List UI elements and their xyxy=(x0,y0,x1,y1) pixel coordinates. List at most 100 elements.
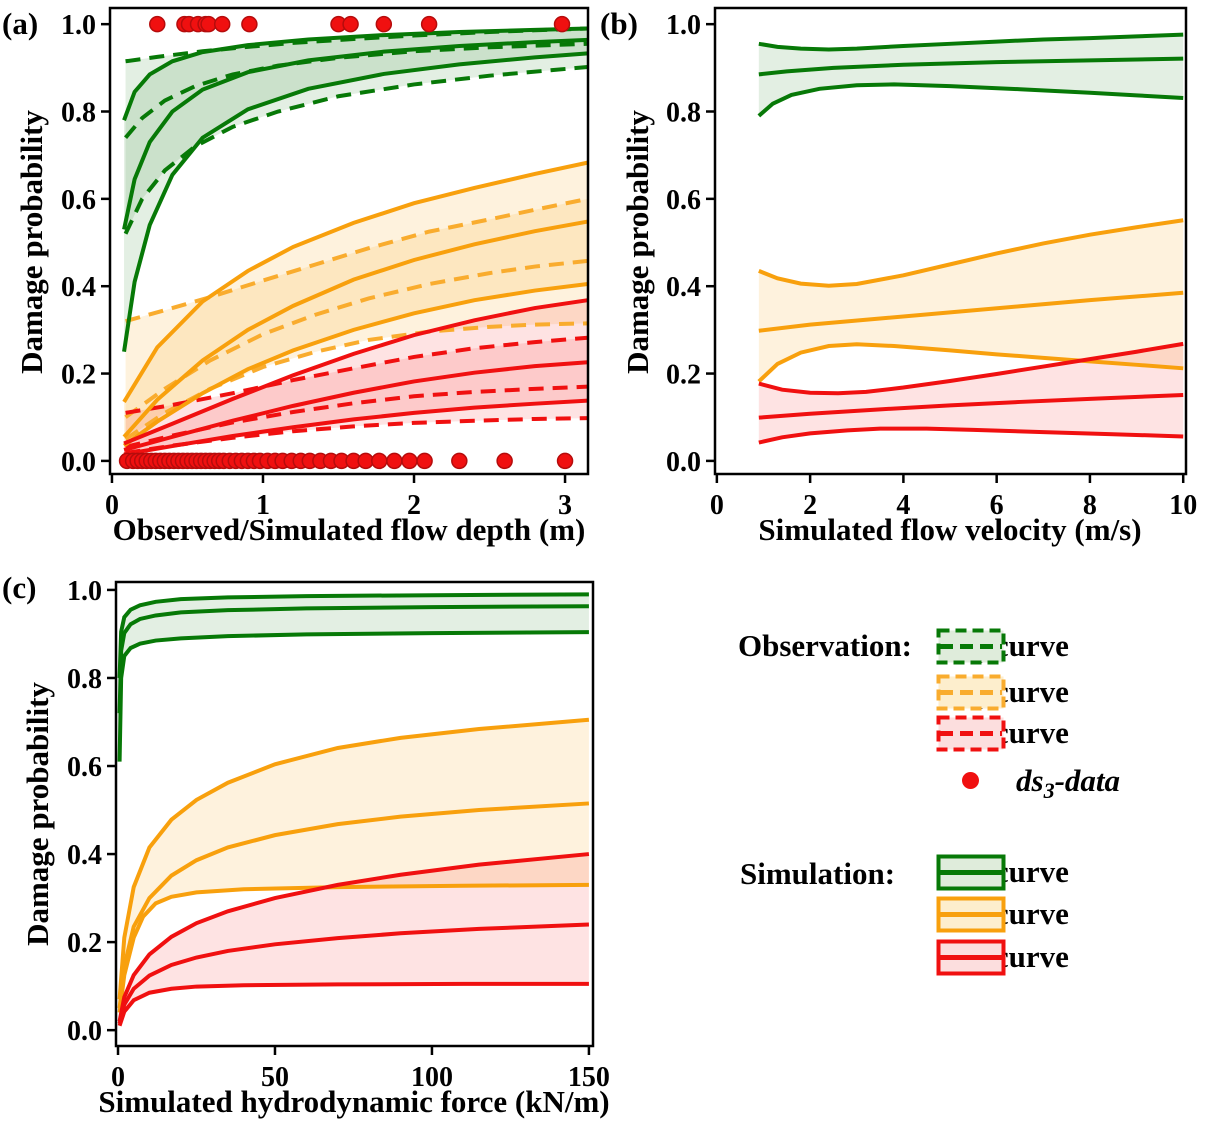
curve-c-orange-lower xyxy=(117,882,589,1013)
legend-observation-title: Observation: xyxy=(738,628,912,663)
legend-item-observation-ds3curve: ds3-curve xyxy=(936,715,1069,754)
ds3-data-point xyxy=(416,452,433,470)
legend-item-observation-ds3data: ds3-data xyxy=(936,762,1121,803)
y-tick-label: 0.0 xyxy=(666,447,701,478)
panel-a-frame xyxy=(108,6,590,476)
curve-c-green-lower xyxy=(117,630,589,762)
x-tick-label: 4 xyxy=(896,490,910,521)
y-tick-label: 1.0 xyxy=(61,10,96,41)
x-tick-label: 6 xyxy=(990,490,1004,521)
y-tick-label: 0.8 xyxy=(67,664,102,695)
x-tick-label: 3 xyxy=(558,490,572,521)
band-green_dash xyxy=(125,28,588,234)
curve-a-red-dash-mid xyxy=(125,384,588,449)
curve-b-green-upper xyxy=(758,32,1184,52)
ds3-data-point xyxy=(342,15,359,33)
curve-a-red-solid-mid xyxy=(123,360,588,452)
ds3-data-point xyxy=(200,15,217,33)
ds3-data-point xyxy=(241,15,258,33)
legend-simulation-title: Simulation: xyxy=(740,856,896,891)
panel-b-x-axis-title: Simulated flow velocity (m/s) xyxy=(758,512,1142,547)
legend-item-observation-ds2curve: ds2-curve xyxy=(936,674,1069,713)
x-tick-label: 1 xyxy=(256,490,270,521)
band-orange xyxy=(758,220,1184,382)
y-tick-label: 1.0 xyxy=(666,10,701,41)
x-tick-label: 2 xyxy=(803,490,817,521)
curve-c-green-mid xyxy=(117,604,589,714)
band-orange_solid xyxy=(124,162,588,446)
band-orange_dash xyxy=(125,198,588,440)
curve-a-green-solid-upper xyxy=(122,26,588,121)
ds3-data-point xyxy=(401,452,418,470)
band-green_solid xyxy=(124,28,588,352)
band-green xyxy=(758,34,1184,116)
panel-c-letter: (c) xyxy=(2,570,37,605)
band-red xyxy=(758,343,1184,443)
curve-a-red-dash-upper xyxy=(125,335,588,415)
curve-a-red-dash-lower xyxy=(125,416,588,456)
ds3-data-point xyxy=(451,452,468,470)
x-tick-label: 10 xyxy=(1169,490,1197,521)
y-tick-label: 0.0 xyxy=(67,1016,102,1047)
ds3-data-point xyxy=(371,452,388,470)
curve-a-red-solid-lower xyxy=(123,398,588,457)
ds3-data-point xyxy=(556,452,574,470)
band-red_dash xyxy=(125,337,588,454)
curve-a-orange-dash-upper xyxy=(125,196,588,324)
x-tick-label: 100 xyxy=(411,1062,453,1093)
legend-item-simulation-ds2curve: ds2-curve xyxy=(936,896,1069,935)
y-tick-label: 1.0 xyxy=(67,576,102,607)
y-tick-label: 0.4 xyxy=(666,272,701,303)
panel-b-y-axis-title: Damage probability xyxy=(620,110,655,374)
ds3-data-point xyxy=(213,15,231,33)
y-tick-label: 0.2 xyxy=(61,360,96,391)
panel-b-frame xyxy=(713,6,1188,476)
legend-item-label: ds3-data xyxy=(1016,762,1121,803)
ds3-data-point xyxy=(386,452,403,470)
curve-b-red-upper xyxy=(758,341,1184,396)
ds3-data-point xyxy=(553,15,571,33)
legend-item-observation-ds1curve: ds1-curve xyxy=(936,628,1069,667)
panel-b-plot: 0 2 4 6 8 10 1.0 0.8 0.6 0.4 0.2 0.0 xyxy=(666,6,1197,521)
curve-b-orange-upper xyxy=(758,218,1184,288)
x-tick-label: 0 xyxy=(111,1062,125,1093)
band-green xyxy=(119,594,589,762)
legend: Observation: Simulation: ds1-curve ds2-cu… xyxy=(700,560,1208,1030)
x-tick-label: 8 xyxy=(1083,490,1097,521)
y-tick-label: 0.4 xyxy=(67,840,102,871)
panel-a-plot: 0 1 2 3 1.0 0.8 0.6 0.4 0.2 0.0 xyxy=(61,6,590,521)
x-tick-label: 2 xyxy=(407,490,421,521)
x-tick-label: 0 xyxy=(105,490,119,521)
curve-a-green-solid-lower xyxy=(122,51,588,353)
curve-c-red-lower xyxy=(117,981,589,1027)
curve-b-orange-lower xyxy=(757,342,1184,383)
ds3-data-point xyxy=(420,15,438,33)
x-tick-label: 0 xyxy=(710,490,724,521)
y-tick-label: 0.8 xyxy=(61,98,96,129)
x-tick-label: 150 xyxy=(568,1062,610,1093)
band-red_solid xyxy=(124,300,588,455)
curve-b-red-mid xyxy=(758,392,1184,420)
y-tick-label: 0.2 xyxy=(666,360,701,391)
curve-b-orange-mid xyxy=(758,290,1184,333)
panel-a-x-axis-title: Observed/Simulated flow depth (m) xyxy=(112,512,586,547)
curve-c-orange-upper xyxy=(117,717,590,1000)
x-tick-label: 50 xyxy=(261,1062,289,1093)
curve-c-red-mid xyxy=(117,922,589,1025)
ds3-data-point xyxy=(496,452,513,470)
curve-a-green-solid-mid xyxy=(122,37,588,230)
legend-item-simulation-ds3curve: ds3-curve xyxy=(936,939,1069,978)
y-tick-label: 0.6 xyxy=(67,752,102,783)
panel-c-x-axis-title: Simulated hydrodynamic force (kN/m) xyxy=(98,1084,610,1119)
ds3-data-point xyxy=(149,15,166,33)
y-tick-label: 0.8 xyxy=(666,98,701,129)
ds3-data-point xyxy=(357,452,374,470)
curve-a-green-dash-lower xyxy=(123,64,588,235)
curve-a-orange-solid-lower xyxy=(122,282,588,448)
panel-c-y-axis-title: Damage probability xyxy=(20,682,55,946)
curve-b-green-lower xyxy=(757,82,1184,118)
curve-a-red-solid-upper xyxy=(123,298,588,446)
panel-c-plot: 0 50 100 150 1.0 0.8 0.6 0.4 0.2 0.0 xyxy=(67,576,610,1093)
